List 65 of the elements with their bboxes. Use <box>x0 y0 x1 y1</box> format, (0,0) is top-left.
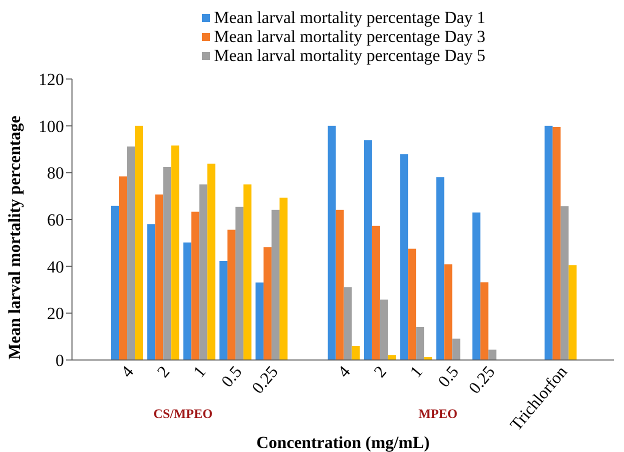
bar <box>119 176 128 360</box>
bar <box>256 282 264 360</box>
bar <box>219 260 228 360</box>
bar <box>135 126 144 360</box>
legend-label: Mean larval mortality percentage Day 1 <box>214 8 486 27</box>
y-tick-label: 80 <box>47 164 64 183</box>
bar <box>127 146 136 360</box>
bar <box>416 326 424 360</box>
y-tick-label: 60 <box>47 210 64 230</box>
bar <box>436 177 444 360</box>
bar <box>163 167 172 360</box>
bar <box>336 210 344 360</box>
legend-label: Mean larval mortality percentage Day 5 <box>214 46 486 65</box>
bar <box>444 264 452 360</box>
y-tick-label: 20 <box>47 304 64 324</box>
bar <box>147 224 156 360</box>
bar <box>328 126 336 360</box>
bar <box>235 206 244 360</box>
bar <box>480 282 488 360</box>
x-tick-label: 4 <box>334 362 354 382</box>
bar <box>183 242 192 360</box>
bar <box>207 164 216 360</box>
bar <box>191 212 200 360</box>
text: MPEO <box>418 406 458 422</box>
bar <box>488 350 496 360</box>
bar <box>552 127 561 360</box>
bar <box>400 154 408 360</box>
y-axis-title: Mean larval mortality percentage <box>5 115 24 360</box>
x-tick-label: 0.25 <box>248 362 282 398</box>
x-tick-label: 1 <box>190 362 210 382</box>
x-tick-label: 2 <box>153 362 174 382</box>
y-tick-label: 40 <box>47 257 64 276</box>
bar <box>472 212 480 360</box>
bar <box>364 140 372 360</box>
y-tick-label: 100 <box>38 116 64 136</box>
bar <box>388 355 396 360</box>
bar <box>111 206 120 360</box>
bar <box>560 206 569 360</box>
x-tick-label: 0.5 <box>434 362 462 391</box>
bar <box>264 247 272 360</box>
bar <box>171 146 180 360</box>
bar <box>243 184 252 360</box>
bar <box>155 194 164 360</box>
bar <box>227 230 236 360</box>
bar <box>352 346 360 360</box>
bar <box>568 265 577 360</box>
bar <box>372 226 380 360</box>
y-tick-label: 120 <box>38 70 64 90</box>
legend-label: Mean larval mortality percentage Day 3 <box>214 27 486 46</box>
x-tick-label: 0.5 <box>217 362 246 391</box>
x-tick-label: 0.25 <box>464 362 499 398</box>
bar <box>280 198 288 360</box>
bar <box>408 248 416 360</box>
y-tick-label: 0 <box>56 351 64 370</box>
bar <box>272 210 280 360</box>
x-axis-title: Concentration (mg/mL) <box>256 433 430 452</box>
bar <box>380 300 388 360</box>
bar <box>544 126 553 360</box>
x-tick-label: 4 <box>117 362 138 382</box>
bar <box>199 184 208 360</box>
bar <box>344 287 352 360</box>
x-tick-label: 1 <box>406 362 426 382</box>
bar <box>452 338 460 360</box>
text: CS/MPEO <box>153 406 213 422</box>
x-tick-label: 2 <box>370 362 390 382</box>
